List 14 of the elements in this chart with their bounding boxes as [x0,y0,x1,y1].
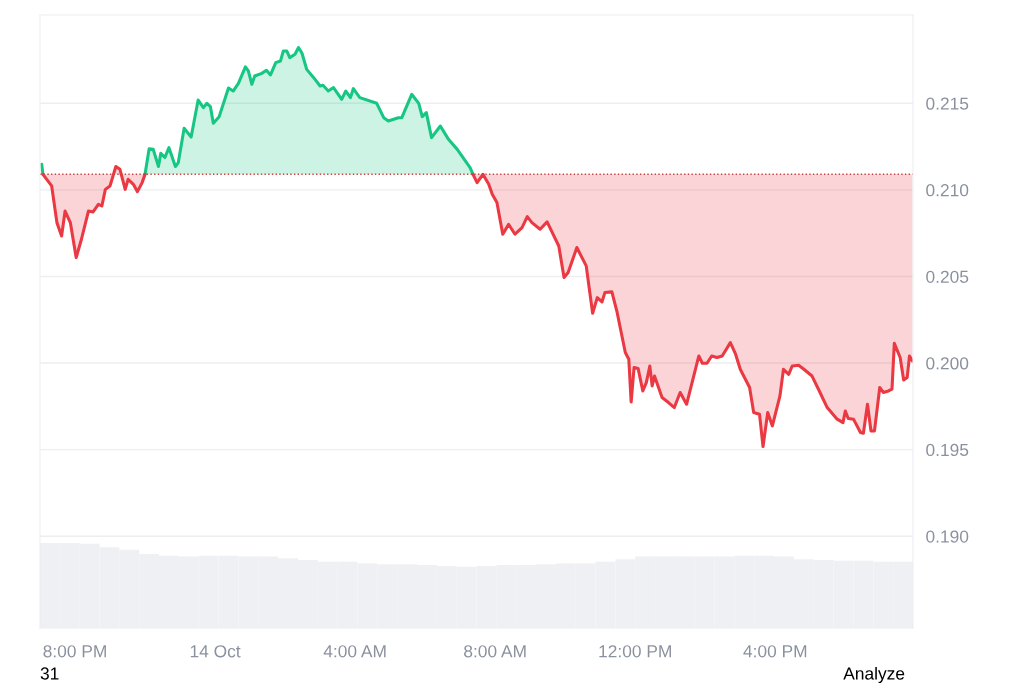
x-tick-label: 14 Oct [190,645,241,658]
x-tick-label: 8:00 PM [43,645,106,658]
y-tick-label: 0.215 [926,97,969,110]
y-tick-label: 0.195 [926,443,969,457]
y-tick-label: 0.190 [926,530,969,543]
text: Analyze [843,666,905,683]
text: 31 [40,667,59,680]
y-tick-label: 0.200 [926,357,969,370]
x-tick-label: 4:00 AM [323,645,386,658]
y-tick-label: 0.210 [926,184,969,197]
x-tick-label: 4:00 PM [743,645,807,658]
x-tick-label: 8:00 AM [464,645,526,658]
y-tick-label: 0.205 [926,270,969,283]
x-tick-label: 12:00 PM [599,645,671,658]
